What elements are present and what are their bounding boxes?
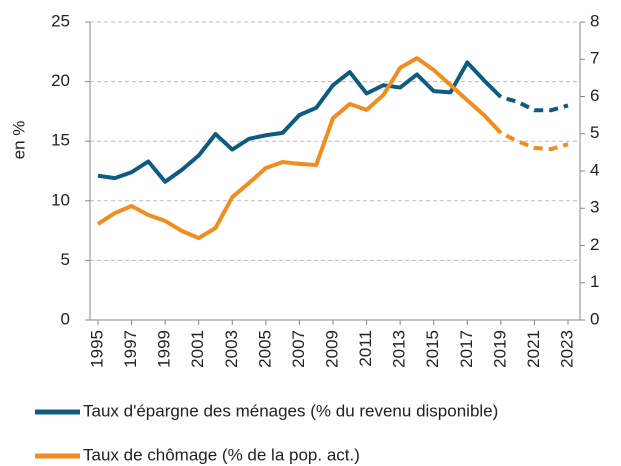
y2-tick-label: 0 (590, 309, 599, 328)
x-tick-label: 2007 (289, 330, 308, 368)
y-tick-label: 10 (51, 190, 70, 209)
y-tick-label: 25 (51, 11, 70, 30)
x-tick-label: 2009 (322, 330, 341, 368)
y-tick-label: 15 (51, 131, 70, 150)
y2-tick-label: 1 (590, 272, 599, 291)
x-tick-label: 2003 (222, 330, 241, 368)
y-tick-label: 5 (61, 250, 70, 269)
y2-tick-label: 5 (590, 123, 599, 142)
y2-tick-label: 4 (590, 160, 599, 179)
x-tick-label: 2023 (557, 330, 576, 368)
legend-label: Taux d'épargne des ménages (% du revenu … (83, 401, 498, 420)
x-tick-label: 2015 (423, 330, 442, 368)
y-axis-label: en % (9, 121, 28, 160)
x-tick-label: 2001 (188, 330, 207, 368)
x-tick-label: 2017 (457, 330, 476, 368)
y-tick-label: 0 (61, 309, 70, 328)
y2-tick-label: 2 (590, 235, 599, 254)
x-tick-label: 1995 (87, 330, 106, 368)
y2-tick-label: 7 (590, 49, 599, 68)
y2-tick-label: 3 (590, 198, 599, 217)
x-tick-label: 1999 (155, 330, 174, 368)
series-line (96, 56, 569, 241)
x-tick-label: 2011 (356, 330, 375, 367)
y2-tick-label: 6 (590, 86, 599, 105)
legend-label: Taux de chômage (% de la pop. act.) (83, 445, 360, 464)
x-tick-label: 2013 (390, 330, 409, 368)
x-tick-label: 2021 (524, 330, 543, 368)
x-tick-label: 2019 (490, 330, 509, 368)
y-tick-label: 20 (51, 71, 70, 90)
x-tick-label: 2005 (255, 330, 274, 368)
series-line (97, 60, 569, 184)
x-tick-label: 1997 (121, 330, 140, 368)
y2-tick-label: 8 (590, 11, 599, 30)
